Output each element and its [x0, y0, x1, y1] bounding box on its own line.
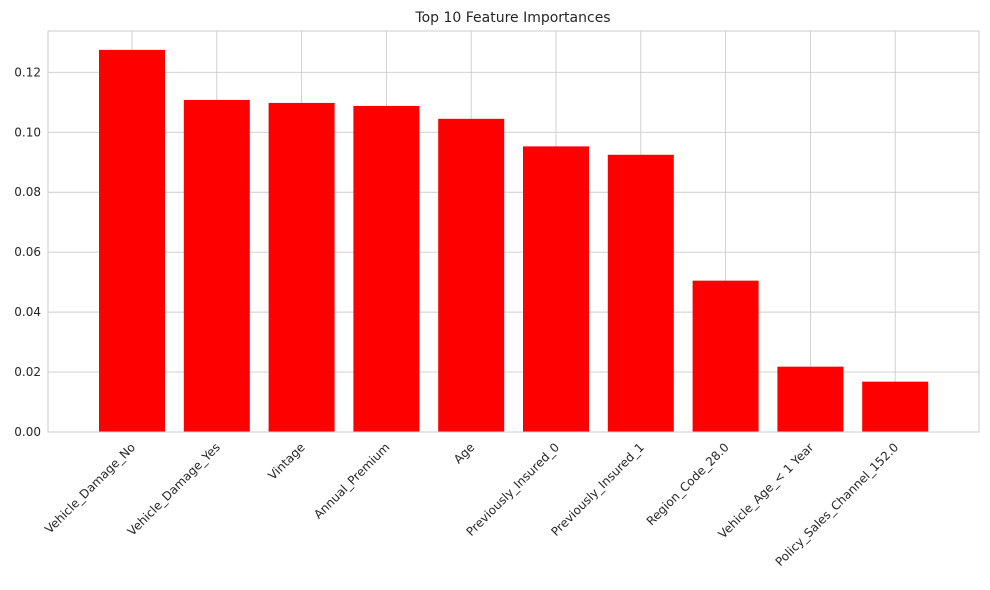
- x-tick-label: Age: [451, 440, 477, 466]
- chart-title: Top 10 Feature Importances: [414, 10, 610, 26]
- x-tick-label: Region_Code_28.0: [644, 440, 732, 528]
- y-tick-label: 0.12: [14, 65, 41, 79]
- x-tick-label: Vehicle_Age_< 1 Year: [716, 440, 817, 541]
- y-tick-label: 0.04: [14, 305, 41, 319]
- bar: [777, 366, 844, 432]
- y-tick-label: 0.02: [14, 365, 41, 379]
- bar: [183, 99, 250, 432]
- bar: [692, 280, 759, 432]
- x-tick-label: Vehicle_Damage_Yes: [125, 440, 223, 538]
- bar: [862, 381, 929, 432]
- x-tick-label: Vintage: [265, 440, 307, 482]
- y-axis-ticks: 0.00 0.02 0.04 0.06 0.08 0.10 0.12: [14, 65, 41, 439]
- bar: [438, 118, 505, 432]
- bar: [99, 49, 165, 432]
- bar: [268, 102, 335, 432]
- x-tick-label: Vehicle_Damage_No: [42, 440, 138, 536]
- y-tick-label: 0.08: [14, 185, 41, 199]
- x-tick-label: Previously_Insured_0: [464, 440, 563, 539]
- y-tick-label: 0.00: [14, 425, 41, 439]
- bar: [607, 154, 674, 432]
- x-tick-label: Annual_Premium: [311, 440, 392, 521]
- y-tick-label: 0.06: [14, 245, 41, 259]
- x-tick-label: Previously_Insured_1: [548, 440, 647, 539]
- bars-layer: [99, 49, 929, 433]
- plot-frame: [47, 30, 980, 433]
- bar: [353, 105, 420, 432]
- bar: [523, 146, 589, 433]
- y-tick-label: 0.10: [14, 125, 41, 139]
